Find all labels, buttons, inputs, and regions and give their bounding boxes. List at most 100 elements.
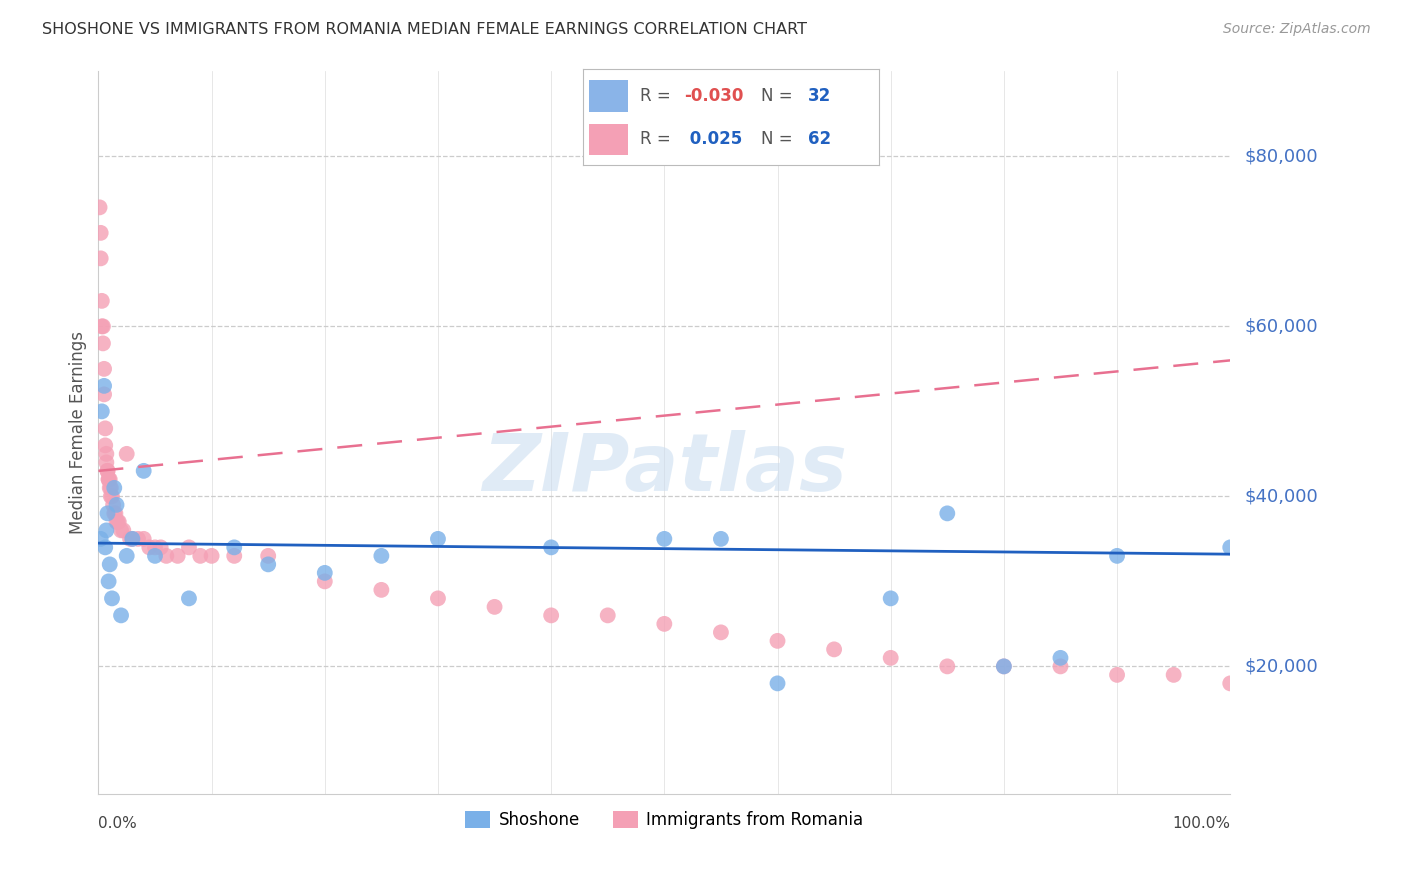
Point — [155, 549, 177, 563]
Point — [370, 582, 392, 597]
Text: R =: R = — [640, 130, 676, 148]
Point — [90, 293, 112, 308]
Point — [177, 541, 200, 555]
Point — [96, 507, 118, 521]
Point — [91, 319, 114, 334]
Point — [188, 549, 211, 563]
Point — [98, 481, 121, 495]
Point — [101, 498, 124, 512]
Point — [98, 472, 121, 486]
Point — [104, 507, 127, 521]
Y-axis label: Median Female Earnings: Median Female Earnings — [69, 331, 87, 534]
Point — [224, 541, 246, 555]
Point — [224, 549, 246, 563]
Point — [936, 659, 959, 673]
Point — [90, 226, 112, 240]
Point — [177, 591, 200, 606]
Point — [132, 532, 155, 546]
Point — [94, 421, 117, 435]
Text: -0.030: -0.030 — [683, 87, 744, 104]
Point — [766, 676, 789, 690]
Point — [540, 608, 562, 623]
Text: SHOSHONE VS IMMIGRANTS FROM ROMANIA MEDIAN FEMALE EARNINGS CORRELATION CHART: SHOSHONE VS IMMIGRANTS FROM ROMANIA MEDI… — [42, 22, 807, 37]
Point — [143, 541, 166, 555]
Point — [91, 336, 114, 351]
Point — [96, 455, 118, 469]
Point — [90, 532, 112, 546]
Point — [993, 659, 1015, 673]
Point — [121, 532, 143, 546]
Point — [710, 625, 733, 640]
Legend: Shoshone, Immigrants from Romania: Shoshone, Immigrants from Romania — [458, 805, 870, 836]
Point — [96, 464, 118, 478]
Text: Source: ZipAtlas.com: Source: ZipAtlas.com — [1223, 22, 1371, 37]
Point — [370, 549, 392, 563]
Point — [540, 541, 562, 555]
Point — [93, 387, 115, 401]
Point — [93, 362, 115, 376]
Text: N =: N = — [761, 87, 797, 104]
Bar — [589, 80, 627, 112]
Text: 100.0%: 100.0% — [1173, 816, 1230, 831]
Point — [823, 642, 845, 657]
Point — [1049, 651, 1071, 665]
Point — [97, 472, 120, 486]
Bar — [589, 124, 627, 155]
Text: 0.0%: 0.0% — [98, 816, 138, 831]
Point — [652, 616, 676, 631]
Point — [1107, 668, 1129, 682]
Text: 62: 62 — [808, 130, 831, 148]
Point — [257, 549, 280, 563]
Point — [120, 532, 142, 546]
Point — [90, 319, 112, 334]
Point — [105, 515, 128, 529]
Text: ZIPatlas: ZIPatlas — [482, 430, 846, 508]
Point — [112, 524, 135, 538]
Point — [90, 404, 112, 418]
Point — [166, 549, 188, 563]
Point — [96, 524, 118, 538]
Point — [101, 489, 124, 503]
Point — [127, 532, 149, 546]
Point — [107, 515, 129, 529]
Point — [143, 549, 166, 563]
Point — [201, 549, 224, 563]
Text: $80,000: $80,000 — [1244, 147, 1317, 165]
Point — [880, 651, 903, 665]
Point — [96, 447, 118, 461]
Text: $60,000: $60,000 — [1244, 318, 1317, 335]
Point — [1219, 676, 1241, 690]
Text: R =: R = — [640, 87, 676, 104]
Point — [138, 541, 160, 555]
Text: 0.025: 0.025 — [683, 130, 742, 148]
Point — [115, 549, 138, 563]
Point — [1107, 549, 1129, 563]
Point — [100, 481, 122, 495]
Point — [90, 252, 112, 266]
Point — [993, 659, 1015, 673]
Point — [132, 464, 155, 478]
Point — [115, 447, 138, 461]
Point — [149, 541, 172, 555]
Point — [427, 532, 450, 546]
Point — [93, 379, 115, 393]
Point — [314, 574, 336, 589]
Point — [880, 591, 903, 606]
Point — [97, 472, 120, 486]
Point — [110, 608, 132, 623]
Point — [107, 515, 129, 529]
Point — [96, 464, 118, 478]
Point — [766, 633, 789, 648]
Point — [105, 498, 128, 512]
Point — [97, 574, 120, 589]
Point — [110, 524, 132, 538]
Point — [484, 599, 506, 614]
Text: N =: N = — [761, 130, 797, 148]
Point — [652, 532, 676, 546]
Point — [103, 481, 125, 495]
Text: $20,000: $20,000 — [1244, 657, 1317, 675]
Point — [1163, 668, 1185, 682]
Point — [103, 507, 125, 521]
Point — [98, 558, 121, 572]
Point — [100, 489, 122, 503]
